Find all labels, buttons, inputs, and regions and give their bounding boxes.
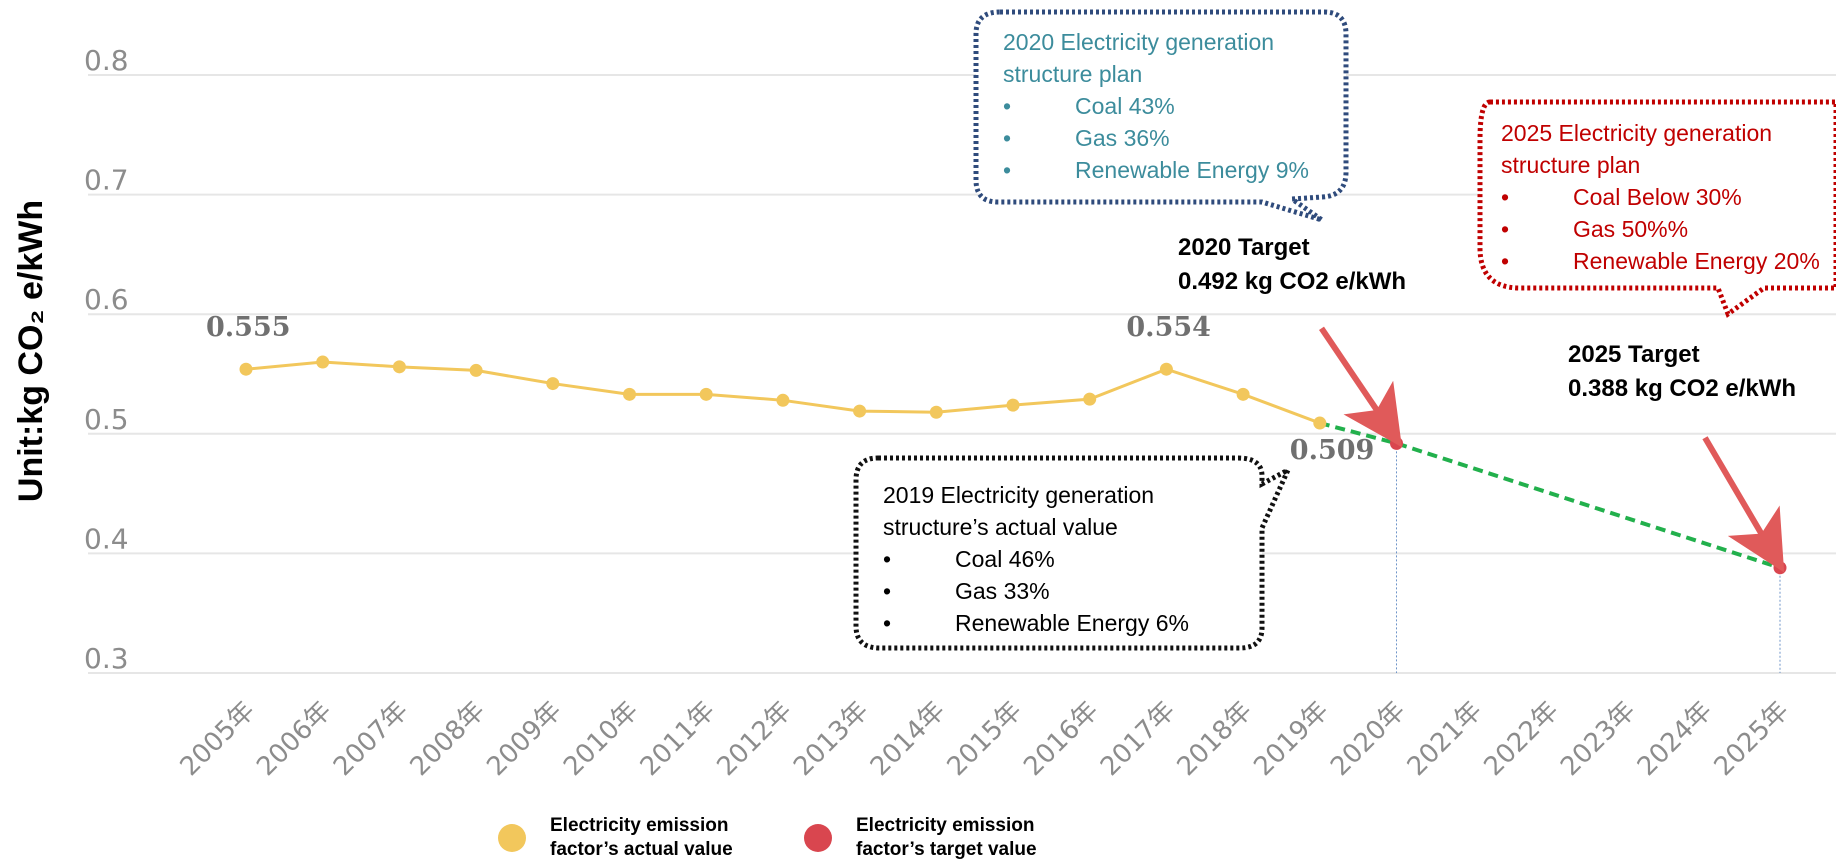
actual-point: [776, 393, 790, 407]
actual-series-line: [245, 360, 1321, 425]
grid-lines: [88, 74, 1836, 674]
actual-point: [853, 404, 867, 418]
callout-2020-plan: 2020 Electricity generation structure pl…: [1003, 26, 1333, 186]
actual-point: [1006, 398, 1020, 412]
callout-2019-actual: 2019 Electricity generation structure’s …: [883, 479, 1243, 639]
x-tick-label: 2008年: [405, 696, 491, 782]
target-2020-title: 2020 Target: [1178, 234, 1310, 261]
actual-point: [1313, 416, 1327, 430]
x-tick-label: 2017年: [1095, 696, 1181, 782]
y-tick-label: 0.3: [84, 642, 129, 675]
callout-2025-list: Coal Below 30% Gas 50%% Renewable Energy…: [1501, 181, 1831, 277]
y-tick-label: 0.7: [84, 164, 129, 197]
x-axis-ticks: 2005年2006年2007年2008年2009年2010年2011年2012年…: [175, 696, 1795, 782]
callout-2019-item: Gas 33%: [883, 575, 1243, 607]
callout-2025-title: 2025 Electricity generation structure pl…: [1501, 120, 1773, 178]
y-axis-label: Unit:kg CO₂ e/kWh: [12, 200, 50, 502]
callout-2019-list: Coal 46% Gas 33% Renewable Energy 6%: [883, 543, 1243, 639]
target-2020-value: 0.492 kg CO2 e/kWh: [1178, 268, 1407, 295]
target-point: [1390, 436, 1403, 450]
y-tick-label: 0.8: [84, 44, 129, 77]
callout-2020-title: 2020 Electricity generation structure pl…: [1003, 29, 1275, 87]
target-point: [1773, 561, 1787, 575]
x-tick-label: 2020年: [1325, 696, 1411, 782]
actual-point: [469, 363, 483, 377]
x-tick-label: 2025年: [1709, 696, 1795, 782]
actual-point: [239, 362, 253, 376]
legend-item-actual: Electricity emission factor’s actual val…: [498, 814, 733, 862]
data-label: 0.555: [206, 312, 291, 343]
legend-item-target: Electricity emission factor’s target val…: [804, 814, 1037, 862]
x-tick-label: 2014年: [865, 696, 951, 782]
actual-point: [1083, 392, 1097, 406]
x-tick-label: 2019年: [1248, 696, 1334, 782]
x-tick-label: 2009年: [481, 696, 567, 782]
callout-2020-list: Coal 43% Gas 36% Renewable Energy 9%: [1003, 90, 1333, 186]
x-tick-label: 2018年: [1172, 696, 1258, 782]
y-tick-label: 0.5: [84, 403, 129, 436]
actual-point: [392, 360, 406, 374]
legend-target-line2: factor’s target value: [856, 839, 1037, 860]
y-tick-label: 0.4: [84, 522, 129, 555]
x-tick-label: 2015年: [942, 696, 1028, 782]
target-2025-value: 0.388 kg CO2 e/kWh: [1568, 375, 1797, 402]
actual-point: [1159, 362, 1173, 376]
callout-2019-title: 2019 Electricity generation structure’s …: [883, 482, 1155, 540]
y-axis-ticks: 0.3 0.4 0.5 0.6 0.7 0.8: [84, 44, 129, 675]
x-tick-label: 2022年: [1478, 696, 1564, 782]
legend-actual-line1: Electricity emission: [550, 815, 729, 836]
data-label: 0.554: [1126, 312, 1211, 343]
target-2025-title: 2025 Target: [1568, 341, 1700, 368]
legend-target-marker: [804, 824, 832, 852]
target-arrow: [1319, 326, 1402, 448]
callout-2025-plan: 2025 Electricity generation structure pl…: [1501, 117, 1831, 277]
legend-actual-label: Electricity emission factor’s actual val…: [550, 814, 733, 862]
callout-2025-item: Coal Below 30%: [1501, 181, 1831, 213]
legend-target-line1: Electricity emission: [856, 815, 1035, 836]
legend-actual-marker: [498, 824, 526, 852]
actual-point: [623, 387, 636, 401]
x-tick-label: 2010年: [558, 696, 644, 782]
x-tick-label: 2011年: [635, 696, 721, 782]
x-tick-label: 2007年: [328, 696, 414, 782]
legend-actual-line2: factor’s actual value: [550, 839, 733, 860]
target-2025-label: 2025 Target 0.388 kg CO2 e/kWh: [1568, 338, 1796, 406]
callout-2019-item: Coal 46%: [883, 543, 1243, 575]
x-tick-label: 2023年: [1555, 696, 1641, 782]
target-arrow: [1702, 436, 1785, 573]
x-tick-label: 2006年: [251, 696, 337, 782]
target-2020-label: 2020 Target 0.492 kg CO2 e/kWh: [1178, 231, 1406, 299]
callout-2025-item: Renewable Energy 20%: [1501, 245, 1831, 277]
actual-point: [1236, 387, 1250, 401]
x-tick-label: 2021年: [1402, 696, 1488, 782]
x-tick-label: 2013年: [788, 696, 874, 782]
x-tick-label: 2005年: [175, 696, 261, 782]
callout-2020-item: Renewable Energy 9%: [1003, 154, 1333, 186]
data-label: 0.509: [1290, 435, 1375, 466]
data-labels: 0.555 0.554 0.509: [206, 312, 1374, 466]
actual-series: [239, 355, 1327, 430]
callout-2020-item: Gas 36%: [1003, 122, 1333, 154]
legend-target-label: Electricity emission factor’s target val…: [856, 814, 1037, 862]
target-arrows: [1319, 326, 1785, 573]
x-tick-label: 2012年: [711, 696, 797, 782]
actual-point: [316, 355, 330, 369]
callout-2019-item: Renewable Energy 6%: [883, 607, 1243, 639]
target-drop-lines: [1396, 443, 1781, 673]
x-tick-label: 2016年: [1018, 696, 1104, 782]
actual-point: [929, 405, 943, 419]
x-tick-label: 2024年: [1632, 696, 1718, 782]
y-tick-label: 0.6: [84, 283, 129, 316]
actual-point: [699, 387, 713, 401]
callout-2025-item: Gas 50%%: [1501, 213, 1831, 245]
actual-point: [546, 377, 560, 391]
callout-2020-item: Coal 43%: [1003, 90, 1333, 122]
